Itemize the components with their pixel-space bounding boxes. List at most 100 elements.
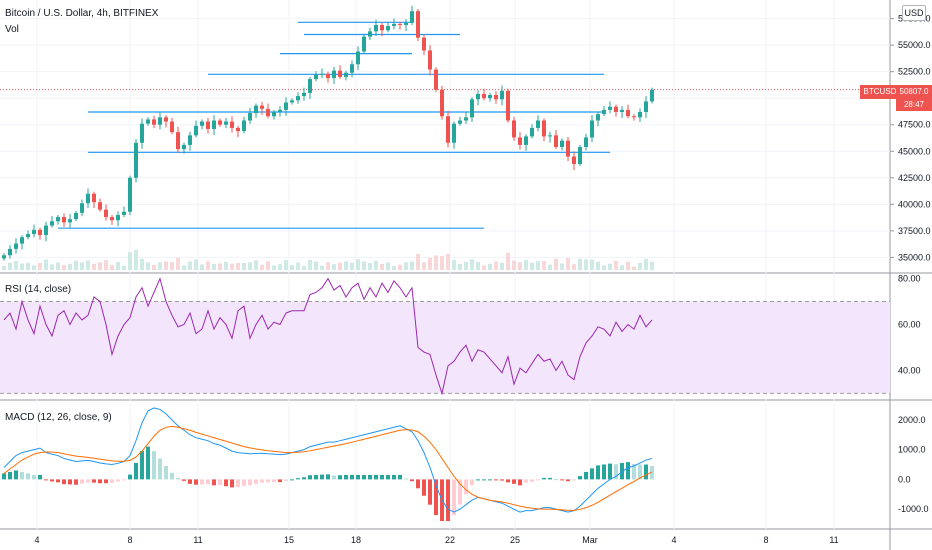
volume-bar bbox=[206, 261, 210, 270]
candle-body bbox=[128, 177, 132, 212]
volume-bar bbox=[572, 264, 576, 270]
candle-body bbox=[620, 109, 624, 112]
macd-tick-label: 1000.0 bbox=[898, 445, 926, 455]
volume-bar bbox=[278, 264, 282, 270]
candle-body bbox=[212, 120, 216, 129]
candle-body bbox=[404, 22, 408, 25]
candle-body bbox=[494, 95, 498, 100]
volume-bar bbox=[638, 263, 642, 270]
candle-body bbox=[146, 119, 150, 124]
volume-bar bbox=[584, 259, 588, 270]
candle-body bbox=[428, 50, 432, 70]
candle-body bbox=[518, 137, 522, 145]
volume-bar bbox=[26, 262, 30, 270]
candle-body bbox=[356, 51, 360, 65]
macd-histogram-bar bbox=[506, 479, 510, 483]
volume-bar bbox=[326, 262, 330, 270]
candle-body bbox=[98, 202, 102, 210]
currency-button[interactable]: USD bbox=[902, 5, 926, 21]
volume-bar bbox=[608, 263, 612, 270]
macd-histogram-bar bbox=[32, 474, 36, 480]
macd-histogram-bar bbox=[122, 479, 126, 481]
volume-bar bbox=[494, 261, 498, 270]
macd-histogram-bar bbox=[92, 479, 96, 483]
volume-bar bbox=[56, 262, 60, 270]
volume-bar bbox=[362, 261, 366, 270]
candle-body bbox=[170, 121, 174, 133]
volume-bar bbox=[602, 265, 606, 270]
macd-histogram-bar bbox=[452, 479, 456, 516]
volume-bar bbox=[86, 260, 90, 270]
macd-histogram-bar bbox=[596, 465, 600, 480]
macd-histogram-bar bbox=[398, 474, 402, 480]
macd-tick-label: 2000.0 bbox=[898, 415, 926, 425]
candle-body bbox=[338, 70, 342, 77]
volume-bar bbox=[104, 260, 108, 270]
volume-bar bbox=[158, 262, 162, 270]
volume-bar bbox=[476, 262, 480, 270]
volume-bar bbox=[80, 262, 84, 270]
volume-bar bbox=[92, 263, 96, 270]
macd-histogram-bar bbox=[266, 479, 270, 483]
macd-histogram-bar bbox=[464, 479, 468, 495]
volume-bar bbox=[344, 261, 348, 270]
rsi-tick-label: 60.00 bbox=[898, 320, 921, 330]
candle-body bbox=[608, 106, 612, 110]
volume-bar bbox=[164, 261, 168, 270]
volume-bar bbox=[296, 262, 300, 270]
candle-body bbox=[260, 105, 264, 109]
candle-body bbox=[86, 193, 90, 204]
volume-bar bbox=[212, 263, 216, 270]
volume-bar bbox=[506, 252, 510, 270]
volume-bar bbox=[464, 261, 468, 270]
volume-bar bbox=[440, 256, 444, 270]
volume-bar bbox=[20, 263, 24, 270]
candle-body bbox=[122, 211, 126, 215]
macd-histogram-bar bbox=[578, 476, 582, 480]
macd-histogram-bar bbox=[272, 479, 276, 483]
candle-body bbox=[26, 234, 30, 238]
volume-bar bbox=[50, 264, 54, 270]
macd-title: MACD (12, 26, close, 9) bbox=[5, 412, 112, 423]
candle-body bbox=[500, 90, 504, 100]
macd-histogram-bar bbox=[392, 474, 396, 480]
volume-bar bbox=[218, 263, 222, 270]
candle-body bbox=[116, 214, 120, 221]
macd-histogram-bar bbox=[230, 479, 234, 488]
candle-body bbox=[314, 74, 318, 80]
volume-bar bbox=[260, 264, 264, 270]
last-price-value: 50807.0 bbox=[899, 87, 929, 96]
symbol-price-label: BTCUSD bbox=[860, 85, 900, 99]
macd-histogram-bar bbox=[422, 479, 426, 496]
volume-bar bbox=[512, 260, 516, 270]
macd-histogram-bar bbox=[206, 479, 210, 485]
macd-histogram-bar bbox=[20, 471, 24, 480]
macd-histogram-bar bbox=[326, 474, 330, 480]
candle-body bbox=[326, 73, 330, 79]
candle-body bbox=[284, 102, 288, 110]
volume-bar bbox=[482, 265, 486, 270]
macd-histogram-bar bbox=[146, 446, 150, 480]
candle-body bbox=[74, 212, 78, 220]
macd-histogram-bar bbox=[296, 478, 300, 480]
volume-bar bbox=[74, 260, 78, 270]
candle-body bbox=[110, 217, 114, 221]
macd-histogram-bar bbox=[530, 479, 534, 482]
macd-histogram-bar bbox=[68, 479, 72, 485]
macd-histogram-bar bbox=[638, 464, 642, 480]
candle-body bbox=[200, 121, 204, 126]
macd-histogram-bar bbox=[620, 463, 624, 480]
volume-bar bbox=[470, 259, 474, 270]
macd-histogram-bar bbox=[446, 479, 450, 522]
candle-body bbox=[530, 127, 534, 137]
macd-histogram-bar bbox=[254, 479, 258, 484]
candle-body bbox=[140, 123, 144, 143]
candle-body bbox=[566, 140, 570, 157]
candle-body bbox=[272, 112, 276, 117]
volume-bar bbox=[620, 265, 624, 270]
candle-body bbox=[344, 72, 348, 77]
volume-bar bbox=[524, 259, 528, 270]
candle-body bbox=[230, 121, 234, 128]
